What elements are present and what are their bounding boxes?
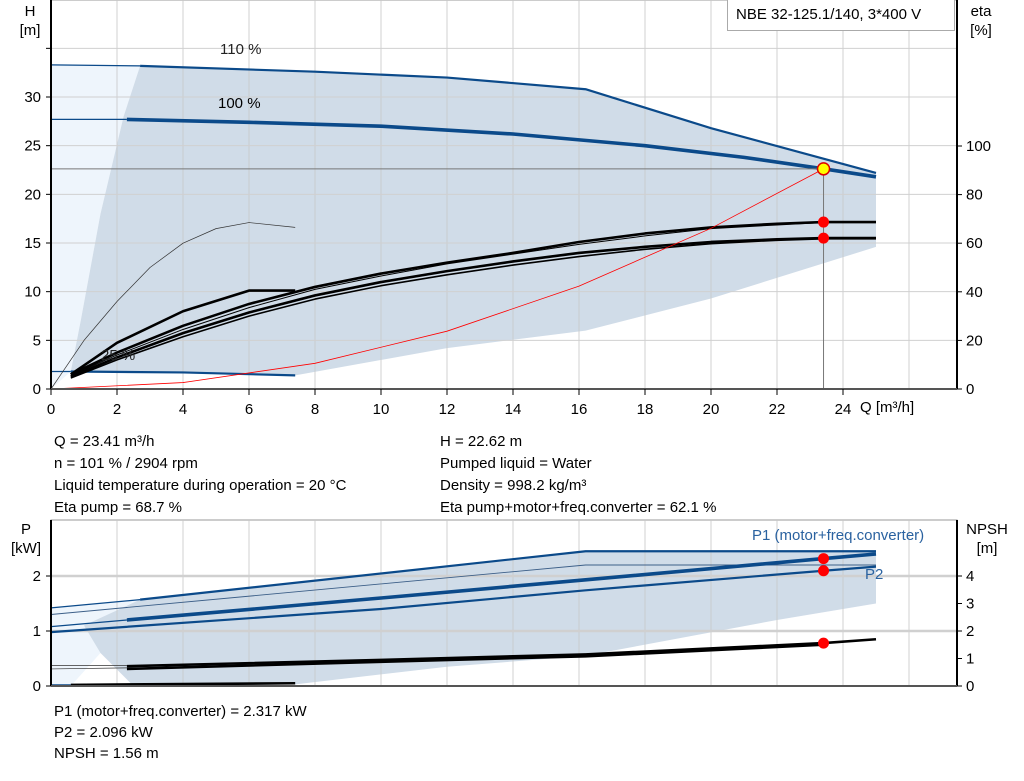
- info-npsh: NPSH = 1.56 m: [54, 745, 159, 762]
- info-eta-total: Eta pump+motor+freq.converter = 62.1 %: [440, 499, 717, 516]
- y-tick-label-right: 4: [966, 568, 974, 585]
- x-tick-label: 8: [311, 401, 319, 418]
- axis-label-text: H: [24, 3, 36, 20]
- series-line-p: [139, 550, 876, 601]
- series-line-p: [70, 681, 296, 687]
- y-tick-label-right: 40: [966, 284, 983, 301]
- x-tick-label: 0: [47, 401, 55, 418]
- y-axis-label-eta: eta [%]: [960, 2, 1002, 40]
- y-tick-label-left: 30: [24, 89, 41, 106]
- series-line-p: [50, 564, 876, 615]
- curve-label-p1: P1 (motor+freq.converter): [752, 527, 925, 544]
- x-tick-label: 2: [113, 401, 121, 418]
- series-line-npsh: [50, 667, 127, 670]
- axis-label-text: eta: [970, 3, 992, 20]
- axis-label-text: P: [20, 521, 31, 538]
- series-line-npsh: [126, 637, 877, 668]
- info-bottom: P1 (motor+freq.converter) = 2.317 kW P2 …: [54, 701, 307, 764]
- y-tick-label-left: 0: [33, 381, 41, 398]
- info-left: Q = 23.41 m³/h n = 101 % / 2904 rpm Liqu…: [54, 431, 346, 519]
- series-line-eta: [70, 289, 296, 376]
- x-axis-label-q: Q [m³/h]: [860, 399, 915, 416]
- series-line-eta: [50, 222, 296, 390]
- y-tick-label-right: 2: [966, 623, 974, 640]
- y-tick-label-right: 1: [966, 651, 974, 668]
- series-line-p: [50, 565, 877, 634]
- series-line-p: [50, 599, 141, 609]
- y-tick-label-right: 100: [966, 138, 991, 155]
- curve-label-100: 100 %: [218, 95, 261, 112]
- axis-unit-text: [m]: [19, 22, 41, 39]
- x-tick-label: 6: [245, 401, 253, 418]
- curve-label-p2: P2: [865, 566, 884, 583]
- y-tick-label-right: 20: [966, 332, 983, 349]
- series-line-h: [70, 370, 296, 377]
- x-tick-label: 16: [571, 401, 588, 418]
- power-npsh-plot: 0 1 2 0 1 2 3 4: [33, 519, 974, 695]
- y-tick-label-left: 2: [33, 568, 41, 585]
- info-flow: Q = 23.41 m³/h: [54, 433, 155, 450]
- y-tick-label-left: 1: [33, 623, 41, 640]
- axis-unit-text: [%]: [970, 22, 992, 39]
- y-tick-label-right: 0: [966, 678, 974, 695]
- x-tick-label: 24: [835, 401, 852, 418]
- series-line-h: [50, 168, 824, 390]
- x-tick-label: 10: [373, 401, 390, 418]
- y-tick-label-left: 15: [24, 235, 41, 252]
- operating-point: [816, 162, 831, 176]
- duty-point-npsh: [818, 637, 830, 649]
- x-tick-label: 4: [179, 401, 187, 418]
- x-tick-label: 20: [703, 401, 720, 418]
- series-line-eta: [70, 236, 876, 379]
- series-line-h: [126, 117, 877, 179]
- duty-point-eta: [818, 216, 830, 228]
- series-line-eta: [70, 222, 876, 377]
- axis-unit-text: [m]: [976, 540, 998, 557]
- pump-title: NBE 32-125.1/140, 3*400 V: [727, 0, 955, 31]
- y-tick-label-left: 10: [24, 284, 41, 301]
- info-speed: n = 101 % / 2904 rpm: [54, 455, 198, 472]
- y-tick-label-right: 0: [966, 381, 974, 398]
- y-tick-label-right: 3: [966, 596, 974, 613]
- y-tick-label-left: 5: [33, 332, 41, 349]
- series-line-p: [50, 619, 127, 628]
- duty-point-eta: [818, 232, 830, 244]
- info-density: Density = 998.2 kg/m³: [440, 477, 587, 494]
- curve-label-110: 110 %: [220, 41, 262, 58]
- x-tick-label: 14: [505, 401, 522, 418]
- series-line-h: [140, 64, 877, 174]
- info-p2: P2 = 2.096 kW: [54, 724, 153, 741]
- series-line-eta: [70, 238, 876, 379]
- info-p1: P1 (motor+freq.converter) = 2.317 kW: [54, 703, 307, 720]
- axis-label-text: NPSH: [966, 521, 1008, 538]
- y-tick-label-right: 60: [966, 235, 983, 252]
- series-line-p: [126, 552, 877, 622]
- y-axis-label-npsh: NPSH [m]: [962, 520, 1012, 558]
- info-right: H = 22.62 m Pumped liquid = Water Densit…: [440, 431, 716, 519]
- x-tick-label: 18: [637, 401, 654, 418]
- info-temperature: Liquid temperature during operation = 20…: [54, 477, 347, 494]
- y-tick-label-left: 20: [24, 186, 41, 203]
- info-head: H = 22.62 m: [440, 433, 523, 450]
- y-tick-label-right: 80: [966, 187, 983, 204]
- curve-label-25: 25 %: [101, 347, 136, 364]
- info-liquid: Pumped liquid = Water: [440, 455, 592, 472]
- y-axis-label-power: P [kW]: [6, 520, 46, 558]
- info-eta-pump: Eta pump = 68.7 %: [54, 499, 182, 516]
- duty-point-p: [818, 553, 830, 565]
- series-line-h: [50, 64, 141, 67]
- duty-point-p: [818, 565, 830, 577]
- axis-unit-text: [kW]: [11, 540, 41, 557]
- x-tick-label: 22: [769, 401, 786, 418]
- y-tick-label-left: 25: [24, 138, 41, 155]
- x-tick-label: 12: [439, 401, 456, 418]
- series-line-eta: [70, 220, 876, 376]
- y-axis-label-head: H [m]: [10, 2, 50, 40]
- series-line-npsh: [126, 643, 824, 671]
- y-tick-label-left: 0: [33, 678, 41, 695]
